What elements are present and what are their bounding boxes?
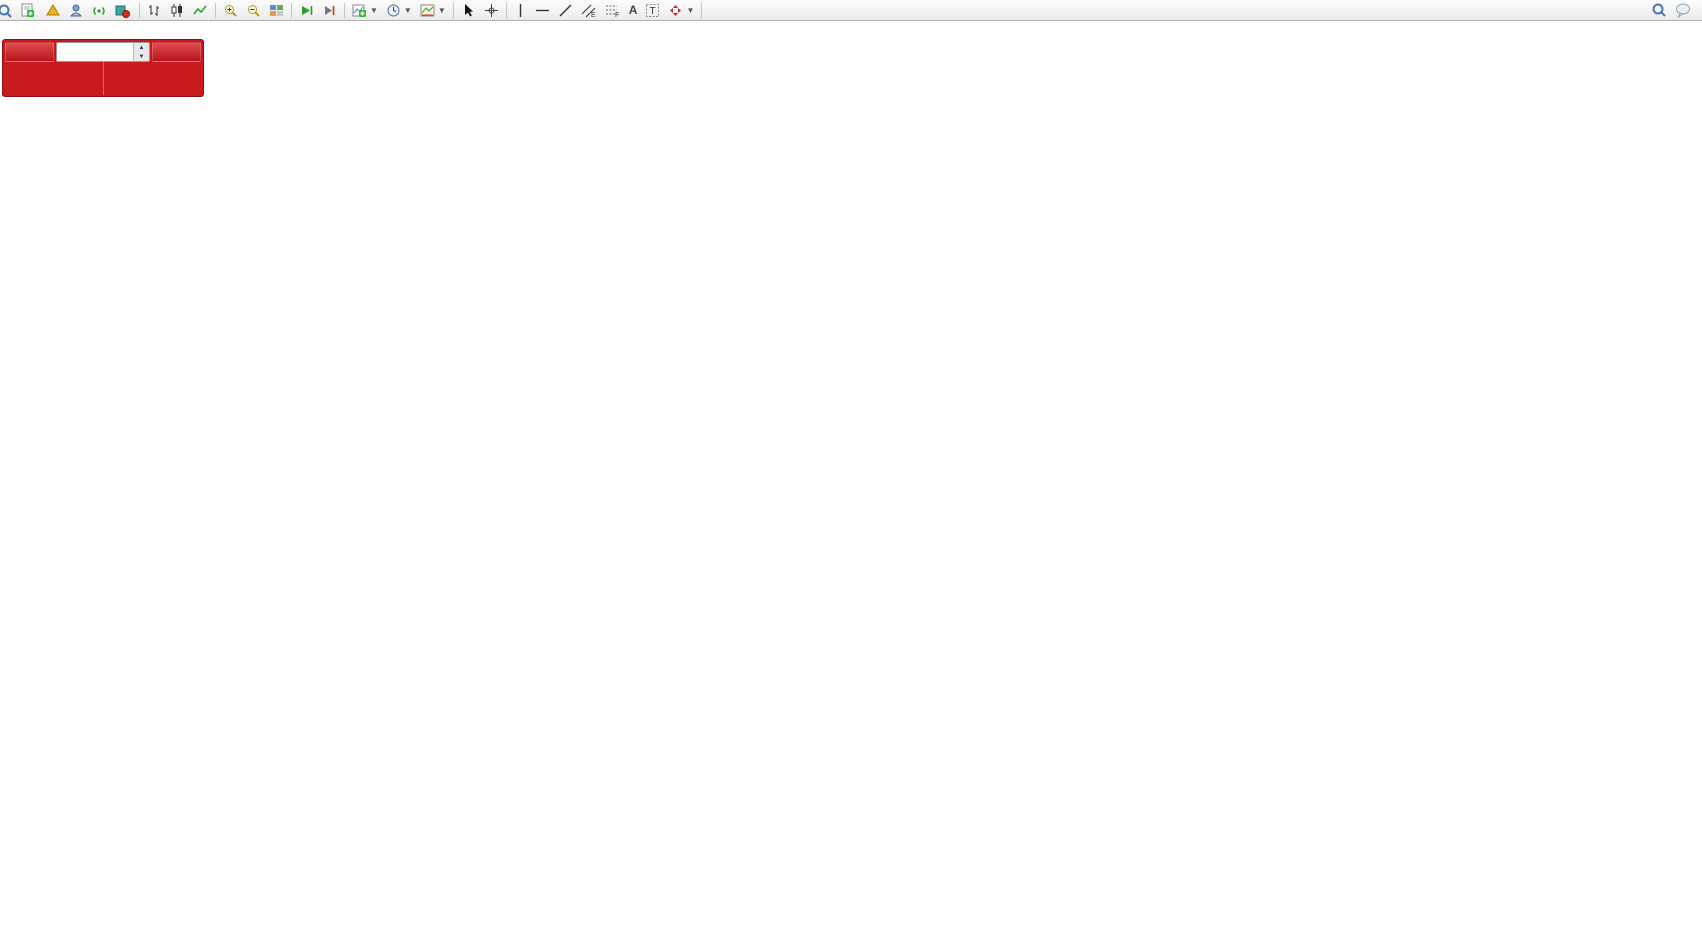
buy-price[interactable] xyxy=(104,62,204,95)
line-chart-mode-icon[interactable] xyxy=(189,0,212,20)
toolbar-separator xyxy=(505,2,507,18)
fibonacci-tool[interactable]: F xyxy=(601,0,625,20)
volume-down-button[interactable]: ▼ xyxy=(134,52,149,61)
signals-icon[interactable] xyxy=(88,0,111,20)
market-watch-icon[interactable] xyxy=(0,0,16,20)
arrows-icon xyxy=(670,4,682,16)
tile-windows-icon[interactable] xyxy=(265,0,288,20)
one-click-trading-panel: ▲ ▼ xyxy=(2,39,204,97)
indicators-menu[interactable]: ▼ xyxy=(348,0,382,20)
search-icon[interactable] xyxy=(1647,0,1671,20)
chevron-down-icon: ▼ xyxy=(686,5,695,15)
volume-input[interactable]: ▲ ▼ xyxy=(56,42,150,62)
channel-tool[interactable]: E xyxy=(577,0,601,20)
autotrading-icon xyxy=(115,5,130,18)
zoom-out-icon[interactable] xyxy=(242,0,265,20)
template-icon xyxy=(420,4,435,16)
svg-text:F: F xyxy=(615,12,619,18)
periods-menu[interactable]: ▼ xyxy=(382,0,416,20)
auto-scroll-icon[interactable] xyxy=(295,0,318,20)
crosshair-icon xyxy=(484,3,498,17)
volume-up-button[interactable]: ▲ xyxy=(134,43,149,52)
sell-button[interactable] xyxy=(5,42,54,62)
toolbar-separator xyxy=(139,2,140,18)
svg-text:E: E xyxy=(591,12,596,18)
cursor-icon xyxy=(464,3,473,16)
chat-bubble-icon xyxy=(1676,3,1690,18)
zoom-in-icon[interactable] xyxy=(219,0,242,20)
toolbar-separator xyxy=(291,2,292,18)
autotrading-button[interactable] xyxy=(111,0,136,20)
notifications-button[interactable] xyxy=(1671,0,1699,20)
vertical-line-tool[interactable] xyxy=(510,0,531,20)
text-label-tool[interactable]: T xyxy=(641,0,664,20)
toolbar-separator xyxy=(452,2,454,18)
candlestick-mode-icon[interactable] xyxy=(166,0,189,20)
new-order-button[interactable] xyxy=(16,0,41,20)
toolbar-separator xyxy=(215,2,216,18)
quote-info-line xyxy=(5,23,8,35)
toolbar: ▼ ▼ ▼ E F A T ▼ xyxy=(0,0,1702,21)
horizontal-line-tool[interactable] xyxy=(531,0,554,20)
clock-icon xyxy=(387,4,400,16)
chevron-down-icon: ▼ xyxy=(403,5,412,15)
notification-badge xyxy=(1683,0,1699,1)
indicators-icon xyxy=(352,4,366,17)
svg-text:T: T xyxy=(650,6,656,17)
volume-value xyxy=(57,43,133,61)
chart-shift-icon[interactable] xyxy=(318,0,341,20)
expert-advisors-icon[interactable] xyxy=(65,0,88,20)
chevron-down-icon: ▼ xyxy=(437,5,446,15)
arrows-tool[interactable]: ▼ xyxy=(664,0,698,20)
crosshair-tool[interactable] xyxy=(480,0,503,20)
toolbar-separator xyxy=(701,2,703,18)
bar-chart-mode-icon[interactable] xyxy=(143,0,166,20)
buy-button[interactable] xyxy=(152,42,201,62)
styler-icon[interactable] xyxy=(41,0,65,20)
new-order-icon xyxy=(21,3,34,17)
text-tool[interactable]: A xyxy=(628,3,638,17)
toolbar-separator xyxy=(344,2,345,18)
cursor-tool[interactable] xyxy=(457,0,480,20)
sell-price[interactable] xyxy=(3,62,104,95)
trendline-tool[interactable] xyxy=(554,0,577,20)
chevron-down-icon: ▼ xyxy=(370,5,378,15)
templates-menu[interactable]: ▼ xyxy=(416,0,450,20)
